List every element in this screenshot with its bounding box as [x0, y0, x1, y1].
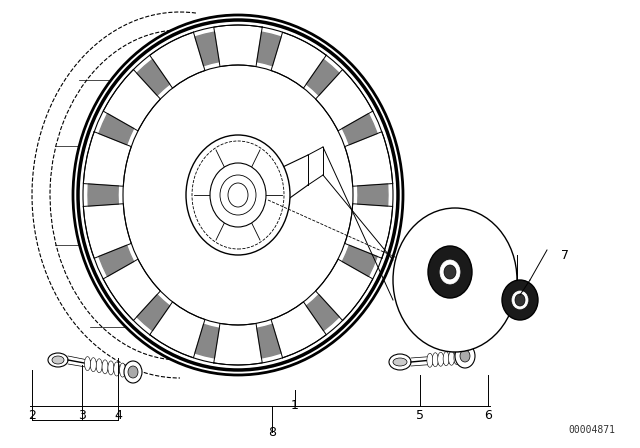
Ellipse shape: [73, 15, 403, 375]
Polygon shape: [214, 25, 262, 67]
Polygon shape: [271, 302, 326, 358]
Text: 4: 4: [114, 409, 122, 422]
Ellipse shape: [454, 351, 460, 365]
Ellipse shape: [428, 246, 472, 298]
Ellipse shape: [102, 360, 108, 374]
Polygon shape: [345, 204, 393, 258]
Ellipse shape: [124, 361, 142, 383]
Ellipse shape: [120, 363, 125, 377]
Polygon shape: [137, 295, 170, 331]
Ellipse shape: [186, 135, 290, 255]
Text: 7: 7: [561, 249, 569, 262]
Polygon shape: [316, 259, 373, 320]
Text: 1: 1: [291, 399, 299, 412]
Polygon shape: [345, 132, 393, 186]
Text: 8: 8: [268, 426, 276, 439]
Polygon shape: [307, 60, 339, 95]
Polygon shape: [150, 302, 205, 358]
Text: 3: 3: [78, 409, 86, 422]
Polygon shape: [257, 32, 281, 66]
Ellipse shape: [455, 344, 475, 368]
Polygon shape: [358, 184, 388, 206]
Polygon shape: [83, 132, 131, 186]
Ellipse shape: [440, 260, 460, 284]
Ellipse shape: [125, 364, 131, 378]
Ellipse shape: [432, 353, 438, 367]
Polygon shape: [99, 114, 134, 145]
Polygon shape: [83, 204, 131, 258]
Text: 5: 5: [416, 409, 424, 422]
Polygon shape: [195, 32, 220, 66]
Polygon shape: [342, 245, 377, 276]
Ellipse shape: [449, 351, 454, 365]
Text: 00004871: 00004871: [568, 425, 615, 435]
Polygon shape: [214, 323, 262, 365]
Polygon shape: [195, 324, 220, 358]
Polygon shape: [316, 69, 373, 131]
Polygon shape: [137, 60, 170, 95]
Ellipse shape: [48, 353, 68, 367]
Polygon shape: [99, 245, 134, 276]
Ellipse shape: [460, 350, 470, 362]
Ellipse shape: [108, 361, 114, 375]
Ellipse shape: [210, 163, 266, 227]
Polygon shape: [257, 324, 281, 358]
Ellipse shape: [438, 352, 444, 366]
Ellipse shape: [502, 280, 538, 320]
Polygon shape: [307, 295, 339, 331]
Text: 2: 2: [28, 409, 36, 422]
Ellipse shape: [84, 357, 90, 370]
Ellipse shape: [96, 359, 102, 373]
Ellipse shape: [515, 294, 525, 306]
Polygon shape: [342, 114, 377, 145]
Polygon shape: [103, 259, 161, 320]
Ellipse shape: [389, 354, 411, 370]
Ellipse shape: [90, 358, 97, 372]
Polygon shape: [150, 32, 205, 88]
Ellipse shape: [427, 353, 433, 367]
Ellipse shape: [443, 352, 449, 366]
Ellipse shape: [512, 291, 528, 309]
Ellipse shape: [393, 208, 517, 352]
Ellipse shape: [128, 366, 138, 378]
Polygon shape: [103, 69, 161, 131]
Ellipse shape: [114, 362, 120, 376]
Ellipse shape: [393, 358, 407, 366]
Polygon shape: [271, 32, 326, 88]
Ellipse shape: [52, 356, 64, 364]
Text: 6: 6: [484, 409, 492, 422]
Polygon shape: [88, 184, 118, 206]
Ellipse shape: [444, 265, 456, 279]
